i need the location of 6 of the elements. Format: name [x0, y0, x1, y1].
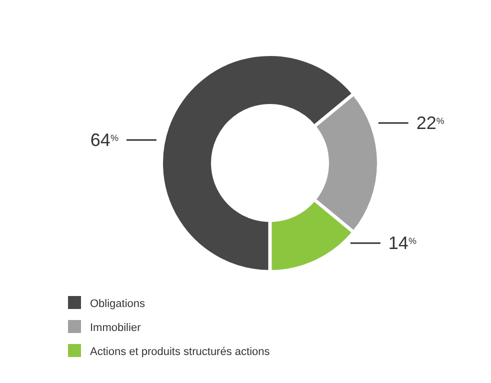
data-label: 64$^{%}$: [90, 130, 118, 150]
data-label: 22$^{%}$: [416, 113, 444, 133]
data-label: 14$^{%}$: [388, 233, 416, 254]
legend-label: Immobilier: [90, 322, 142, 334]
legend-label: Obligations: [90, 298, 146, 310]
legend-label: Actions et produits structurés actions: [90, 346, 270, 358]
